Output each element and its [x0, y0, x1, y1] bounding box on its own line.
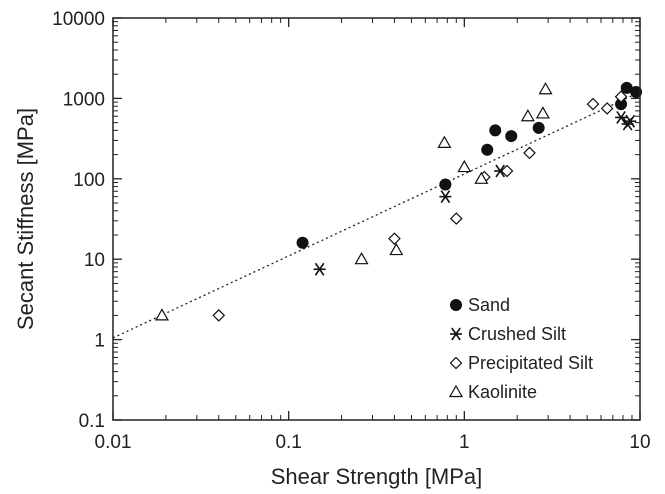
data-point-kaolinite [437, 135, 452, 148]
data-point-crushed-silt [313, 262, 326, 276]
legend-label-crushed-silt: Crushed Silt [468, 324, 566, 344]
y-axis-label: Secant Stiffness [MPa] [13, 108, 38, 330]
axis-ticks [112, 17, 641, 421]
data-point-kaolinite [535, 106, 550, 119]
y-tick-label: 10000 [52, 9, 105, 30]
y-tick-label: 100 [73, 170, 105, 191]
data-point-sand [505, 130, 518, 143]
data-point-crushed-silt [439, 190, 452, 204]
legend-marker-precipitated-silt [449, 356, 463, 370]
data-point-precipitated-silt [388, 232, 401, 246]
data-point-precipitated-silt [586, 97, 600, 111]
data-point-kaolinite [154, 308, 170, 321]
data-point-sand [481, 143, 494, 156]
data-point-precipitated-silt [600, 102, 614, 115]
legend-marker-crushed-silt [450, 327, 462, 341]
data-point-kaolinite [354, 251, 369, 265]
data-point-sand [489, 124, 502, 137]
data-point-sand [296, 236, 309, 249]
y-tick-label: 1 [94, 331, 105, 352]
data-point-kaolinite [457, 159, 472, 173]
data-point-precipitated-silt [212, 309, 226, 322]
plot-frame [112, 17, 641, 421]
legend-marker-sand [450, 299, 462, 311]
data-point-crushed-silt [624, 114, 637, 128]
data-point-kaolinite [474, 171, 489, 184]
plot-area [112, 81, 643, 339]
y-tick-label: 1000 [63, 89, 105, 110]
data-point-precipitated-silt [523, 146, 536, 160]
x-tick-label: 1 [459, 432, 470, 453]
y-tick-label: 10 [84, 250, 105, 271]
data-point-precipitated-silt [500, 164, 514, 178]
data-point-kaolinite [389, 242, 404, 256]
legend-label-sand: Sand [468, 295, 510, 315]
x-tick-label: 10 [629, 432, 650, 453]
data-point-sand [630, 86, 643, 99]
legend-label-kaolinite: Kaolinite [468, 382, 537, 402]
trendline [112, 91, 641, 339]
legend-label-precipitated-silt: Precipitated Silt [468, 353, 593, 373]
y-tick-label: 0.1 [79, 411, 105, 432]
legend: Sand Crushed Silt Precipitated Silt Kaolini… [448, 295, 593, 402]
data-point-kaolinite [520, 109, 535, 122]
data-point-kaolinite [538, 82, 553, 95]
x-tick-label: 0.01 [95, 432, 132, 453]
data-point-precipitated-silt [449, 212, 463, 225]
legend-marker-kaolinite [448, 384, 464, 398]
data-point-sand [532, 121, 545, 134]
data-point-crushed-silt [615, 110, 628, 124]
data-point-sand [439, 178, 452, 191]
x-tick-label: 0.1 [275, 432, 301, 453]
x-axis-label: Shear Strength [MPa] [271, 464, 483, 489]
data-point-precipitated-silt [614, 90, 628, 104]
